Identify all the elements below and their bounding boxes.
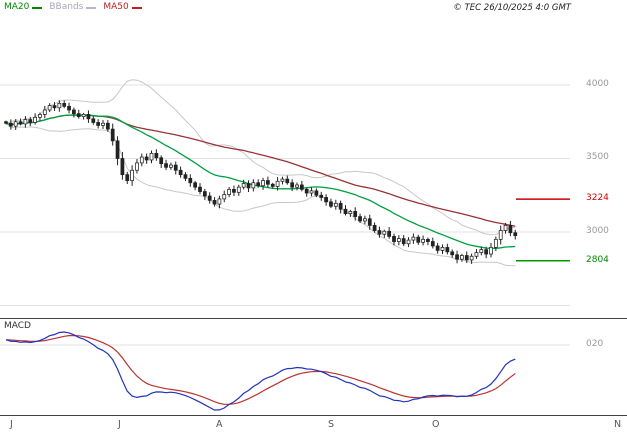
resistance-level-label: 3224	[586, 193, 609, 203]
bbands-legend-label: BBands	[49, 2, 84, 12]
x-axis-label-jun: J	[10, 419, 13, 430]
macd-axis-label: 020	[586, 339, 604, 349]
x-axis-label-jul: J	[118, 419, 121, 430]
x-axis-label-nov: N	[614, 419, 622, 430]
bbands-line-sample-icon	[86, 6, 97, 9]
legend-item-ma50: MA50	[103, 2, 142, 13]
x-axis-label-sep: S	[328, 419, 335, 430]
legend-item-ma20: MA20	[4, 2, 43, 13]
y-axis-label-4000: 4000	[586, 79, 609, 89]
legend-item-bbands: BBands	[49, 2, 97, 13]
y-axis-label-3500: 3500	[586, 152, 609, 162]
chart-legend: MA20 BBands MA50	[4, 2, 142, 13]
ma50-line-sample-icon	[131, 6, 142, 9]
copyright-text: © TEC 26/10/2025 4:0 GMT	[453, 3, 571, 13]
x-axis-label-aug: A	[216, 419, 223, 430]
y-axis-label-3000: 3000	[586, 226, 609, 236]
ma20-line-sample-icon	[32, 6, 43, 9]
x-axis-label-oct: O	[432, 419, 440, 430]
ma50-legend-label: MA50	[103, 2, 129, 12]
support-level-label: 2804	[586, 255, 609, 265]
macd-panel-title: MACD	[4, 321, 31, 331]
ma20-legend-label: MA20	[4, 2, 30, 12]
